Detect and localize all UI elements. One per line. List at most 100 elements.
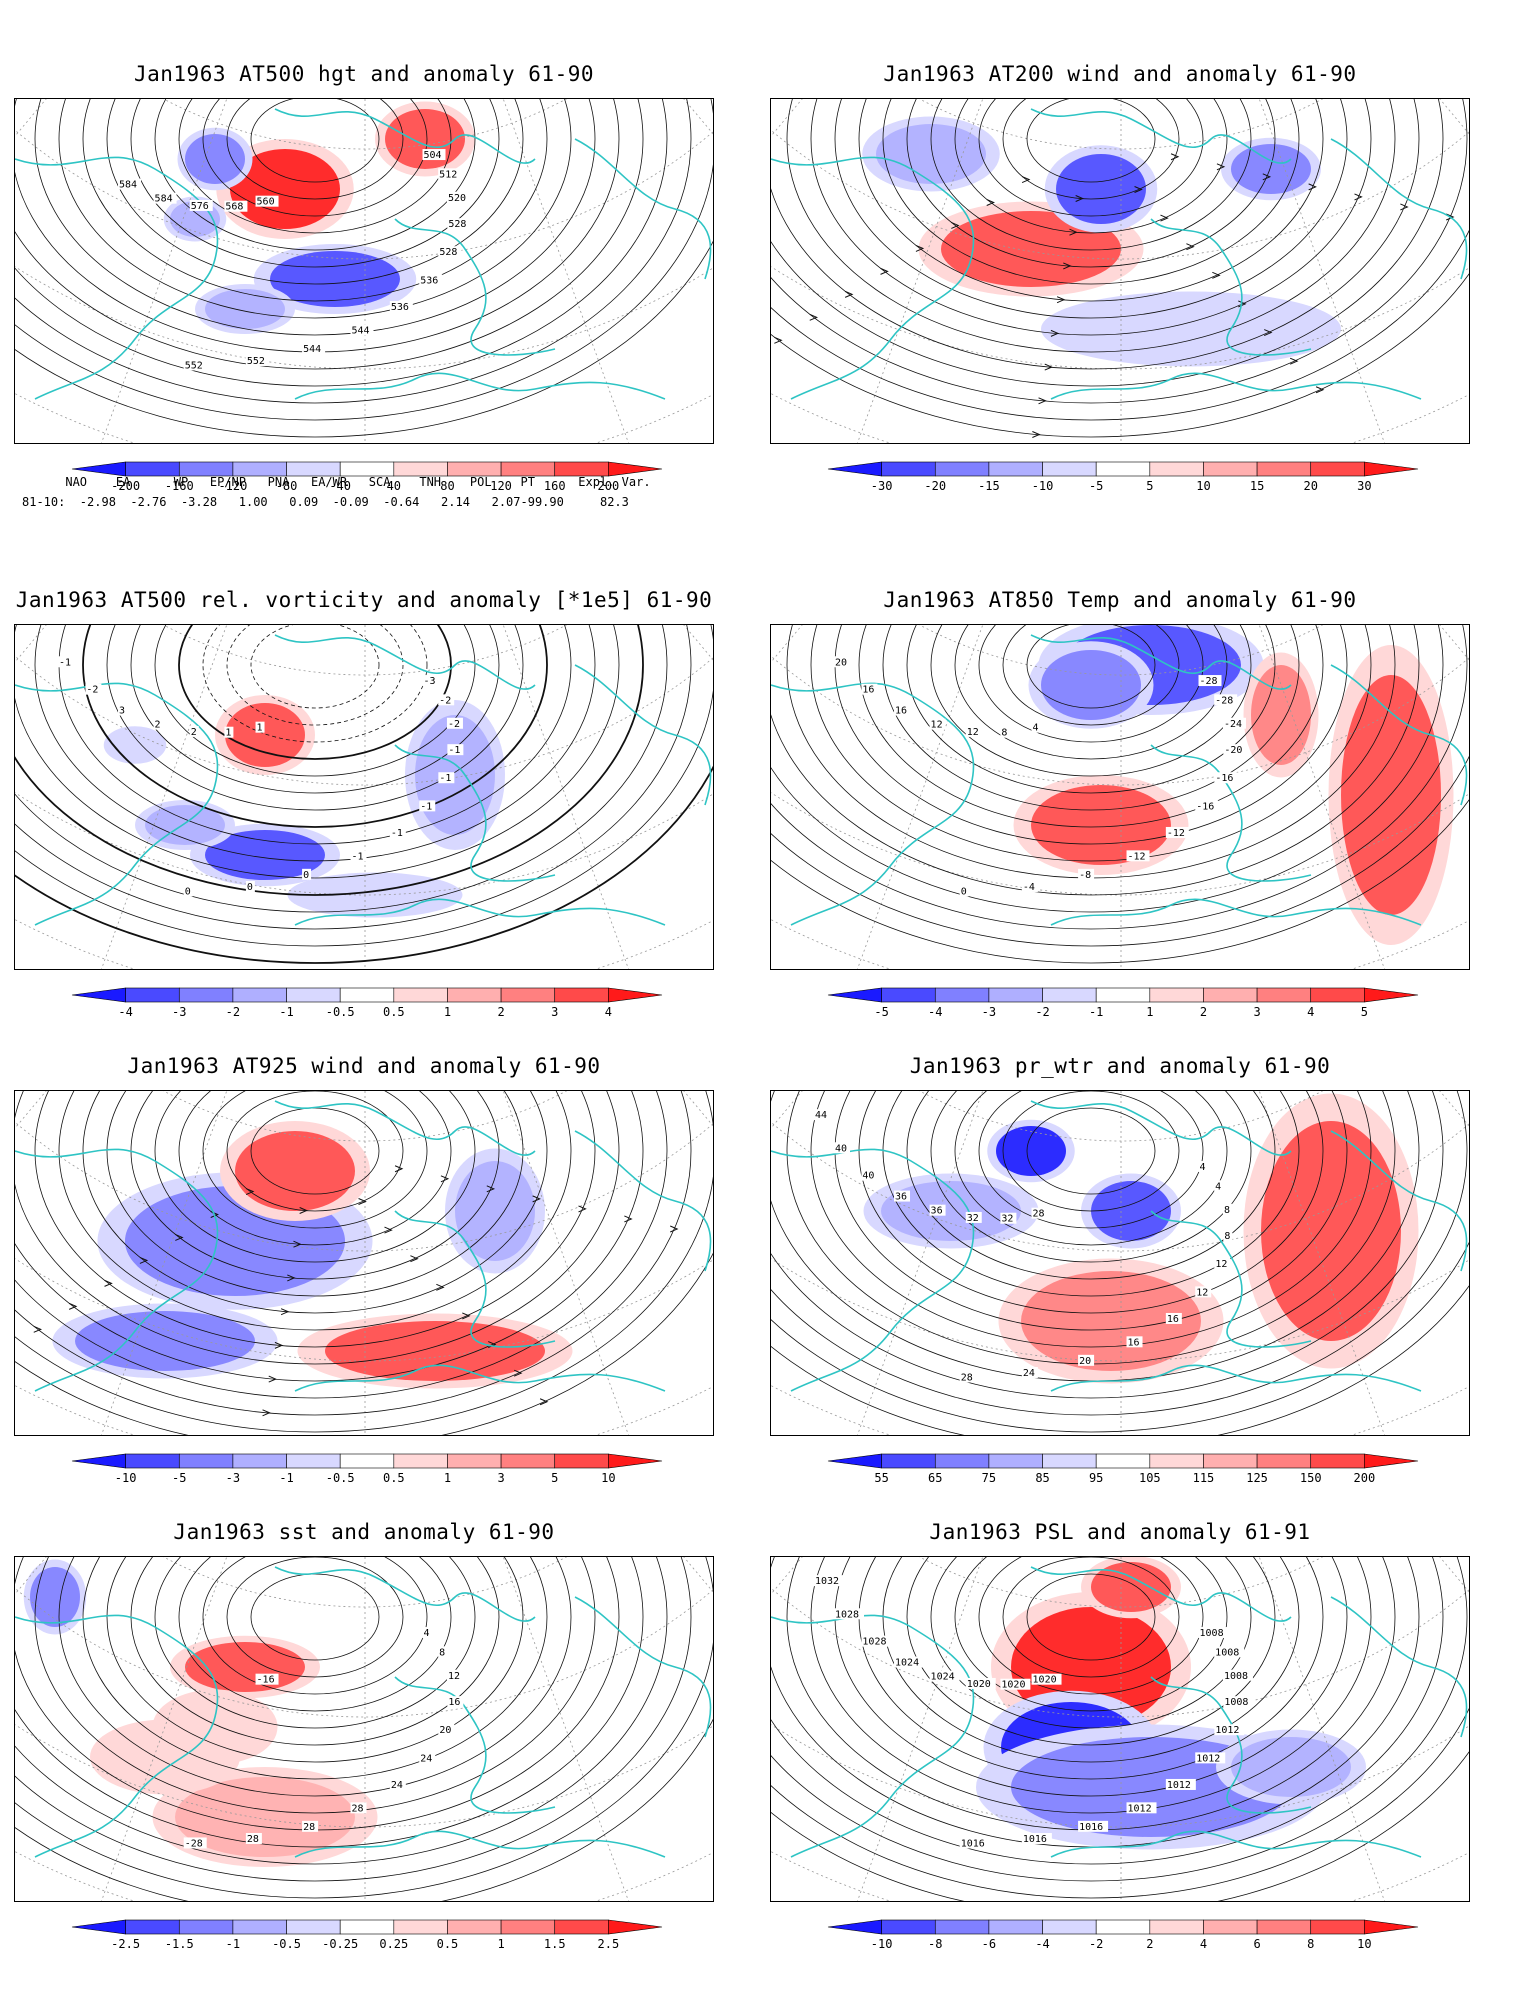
colorbar-arrow-high (1364, 461, 1419, 477)
contour-label: -3 (424, 676, 436, 687)
colorbar-tick-label: 1 (444, 1005, 451, 1019)
contour-label: 0 (961, 886, 967, 897)
contour-label: 16 (1128, 1337, 1140, 1348)
contour-label-bg (1214, 1724, 1245, 1736)
colorbar-tick-label: -80 (276, 479, 298, 493)
map-t850: -28 -28 -24 -20 -16 -16 -12 -12 -8 -4 0 4 8 12 12 16 16 2… (770, 624, 1470, 970)
contour (226, 625, 404, 726)
contour-label: 528 (439, 247, 457, 258)
contour-label: 8 (1001, 728, 1007, 739)
anomaly-blob (225, 703, 305, 767)
contour (250, 99, 380, 183)
contour-label-bg (1126, 1336, 1143, 1348)
colorbar-swatch (339, 1453, 395, 1469)
contour-label-bg (861, 1635, 892, 1647)
contour (202, 1557, 428, 1695)
contour (82, 625, 548, 828)
contour-label-bg (245, 880, 255, 892)
colorbar-swatch (393, 1919, 448, 1935)
meridian (101, 1557, 228, 1901)
colorbar-svg: -2.5 -1.5 -1 -0.5 -0.25 0.25 0.5 1 1.5 2.5 (71, 1919, 663, 1951)
meridian (502, 1557, 629, 1901)
streamline-arrow (293, 1240, 302, 1248)
streamline-arrow (1354, 193, 1363, 201)
lat-lon-grid (771, 1557, 1469, 1901)
colorbar: -10 -5 -3 -1 -0.5 0.5 1 3 5 10 (14, 1450, 714, 1490)
contour (106, 1557, 524, 1763)
anomaly-blob (230, 149, 340, 229)
contour-label: 1012 (1128, 1803, 1152, 1814)
colorbar-swatch (1149, 1919, 1204, 1935)
streamline-arrow (809, 313, 819, 321)
contour-label: 1028 (862, 1637, 886, 1648)
colorbar-swatch (881, 1453, 936, 1469)
contour (1002, 99, 1180, 200)
contour-label: 20 (1079, 1356, 1091, 1367)
coastline (1330, 138, 1468, 280)
anomaly-shading (103, 695, 505, 918)
contour-label: 8 (439, 1647, 445, 1658)
contour (906, 625, 1276, 794)
anomaly-shading (863, 1093, 1419, 1384)
colorbar-swatch (1256, 987, 1312, 1003)
colorbar-tick-label: -5 (874, 1005, 888, 1019)
contour-label: 520 (448, 193, 466, 204)
colorbar-swatch (125, 1453, 180, 1469)
meridian (365, 1091, 714, 1161)
contour-label: 0 (247, 882, 253, 893)
contour (58, 1557, 572, 1797)
anomaly-blob (996, 1126, 1066, 1176)
streamline-arrow (513, 1369, 523, 1377)
colorbar-swatch (393, 1453, 448, 1469)
contour-label-bg (447, 1696, 464, 1708)
streamline-arrow (410, 1255, 419, 1263)
contour (15, 1091, 713, 1433)
contour (15, 99, 692, 404)
colorbar-swatch (554, 987, 609, 1003)
contour-label: -16 (1196, 801, 1214, 812)
contour-label: -16 (1215, 773, 1233, 784)
contour (15, 99, 644, 370)
coastline (394, 1210, 556, 1348)
contour (771, 273, 1469, 438)
contour-label-bg (834, 1608, 865, 1620)
contour-label: -1 (420, 801, 432, 812)
colorbar-swatch (554, 1453, 609, 1469)
latitude-circle (163, 99, 567, 150)
colorbar-tick-label: 115 (1193, 1471, 1215, 1485)
coastline (394, 744, 556, 882)
contour-label: 28 (247, 1834, 259, 1845)
coastline (1330, 1130, 1468, 1272)
contour-label-bg (255, 1673, 279, 1685)
colorbar-swatch (1256, 461, 1312, 477)
contour (1026, 1573, 1156, 1661)
streamline-arrow (104, 1279, 113, 1287)
contour-label: 1012 (1196, 1753, 1220, 1764)
streamline-arrow (1289, 357, 1299, 365)
colorbar-arrow-low (827, 1919, 882, 1935)
contour-label-bg (1126, 1802, 1157, 1814)
colorbar-tick-label: -4 (118, 1005, 132, 1019)
coastline (294, 1364, 666, 1392)
indices-header: NAO EA WP EP/NP PNA EA/WR SCA TNH POL PT… (22, 475, 651, 489)
colorbar: -4 -3 -2 -1 -0.5 0.5 1 2 3 4 (14, 984, 714, 1024)
contour-label-bg (419, 274, 443, 286)
colorbar-tick-label: 125 (1246, 1471, 1268, 1485)
contour-label-bg (1165, 1778, 1196, 1790)
colorbar-swatch (500, 1919, 556, 1935)
colorbar-swatch (1310, 1919, 1365, 1935)
colorbar-swatch (1256, 1919, 1312, 1935)
colorbar: -200 -160 -120 -80 -40 40 80 120 160 200 (14, 458, 714, 498)
contour-label: 1012 (1215, 1725, 1239, 1736)
contour (906, 1557, 1276, 1746)
map-wind925 (14, 1090, 714, 1436)
coastline (1050, 898, 1422, 926)
contour-label: -12 (1128, 851, 1146, 862)
contour-label: 16 (448, 1697, 460, 1708)
contour-label: 1008 (1200, 1628, 1224, 1639)
contour (786, 99, 1396, 353)
colorbar-tick-label: -6 (982, 1937, 996, 1951)
colorbar-swatch (1149, 987, 1204, 1003)
streamline-arrow (532, 1195, 541, 1203)
contour (15, 625, 644, 896)
